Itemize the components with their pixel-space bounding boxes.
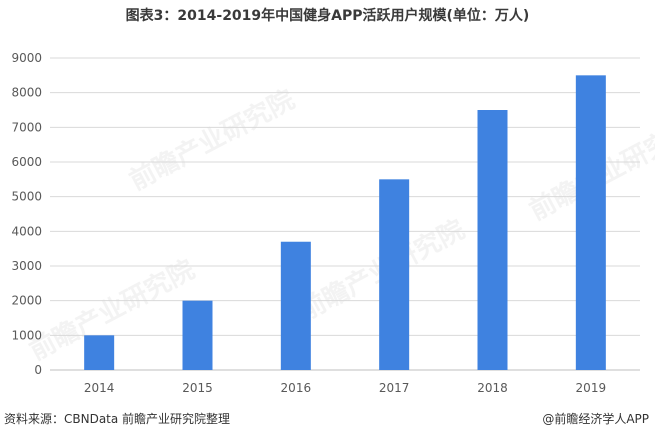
x-tick-label: 2015: [182, 381, 213, 395]
x-axis: 2014 2015 2016 2017 2018 2019: [84, 381, 606, 395]
x-tick-label: 2018: [477, 381, 508, 395]
bar-2014: [84, 335, 115, 370]
y-tick-label: 0: [34, 363, 42, 377]
source-note: 资料来源：CBNData 前瞻产业研究院整理: [4, 412, 231, 426]
bar-2017: [379, 179, 410, 370]
y-tick-label: 7000: [11, 120, 42, 134]
y-tick-label: 5000: [11, 190, 42, 204]
x-tick-label: 2016: [281, 381, 312, 395]
bar-2016: [280, 241, 311, 370]
y-tick-label: 4000: [11, 224, 42, 238]
bar-2019: [575, 75, 606, 371]
y-tick-label: 8000: [11, 86, 42, 100]
y-tick-label: 1000: [11, 328, 42, 342]
x-tick-label: 2017: [379, 381, 410, 395]
bar-2015: [182, 300, 213, 370]
bar-2018: [477, 110, 508, 370]
bars: [84, 75, 606, 371]
y-tick-label: 3000: [11, 259, 42, 273]
bar-chart: 0 1000 2000 3000 4000 5000 6000 7000 8000 9000 20…: [11, 51, 640, 395]
y-axis: 0 1000 2000 3000 4000 5000 6000 7000 8000 9000: [11, 51, 42, 377]
footer: 资料来源：CBNData 前瞻产业研究院整理 @前瞻经济学人APP: [0, 408, 655, 432]
y-tick-label: 2000: [11, 294, 42, 308]
x-tick-label: 2014: [84, 381, 115, 395]
y-tick-label: 9000: [11, 51, 42, 65]
x-tick-label: 2019: [576, 381, 607, 395]
y-tick-label: 6000: [11, 155, 42, 169]
gridlines: [50, 57, 640, 371]
brand-credit: @前瞻经济学人APP: [542, 412, 649, 426]
chart-title: 图表3：2014-2019年中国健身APP活跃用户规模(单位：万人): [125, 8, 530, 24]
